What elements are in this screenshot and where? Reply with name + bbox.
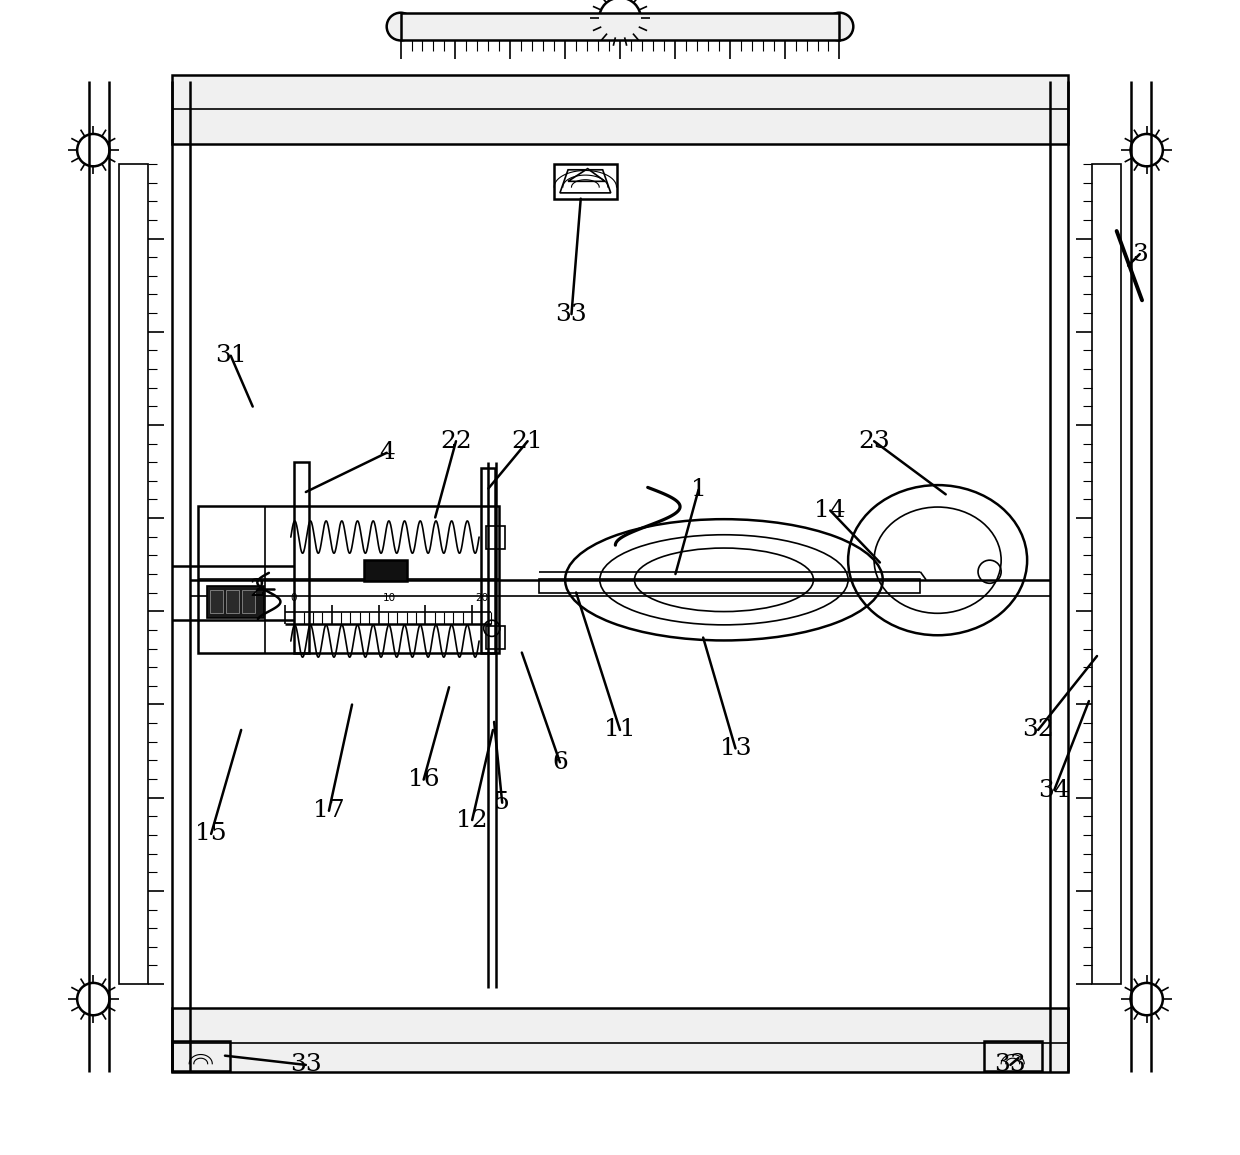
Text: 10: 10 — [382, 593, 396, 603]
Text: 16: 16 — [408, 768, 439, 791]
Text: 20: 20 — [475, 593, 489, 603]
Text: 15: 15 — [196, 822, 227, 845]
Bar — [242, 590, 255, 613]
Text: 0: 0 — [290, 593, 296, 603]
Polygon shape — [568, 169, 605, 181]
Text: 34: 34 — [1038, 778, 1070, 802]
Text: 33: 33 — [994, 1053, 1027, 1076]
Bar — [226, 590, 239, 613]
Bar — [119, 164, 148, 984]
Bar — [539, 579, 920, 593]
Bar — [172, 1041, 229, 1071]
Bar — [486, 526, 505, 549]
Polygon shape — [560, 170, 611, 193]
Text: 5: 5 — [495, 791, 510, 814]
Text: 4: 4 — [378, 441, 394, 464]
Text: 23: 23 — [858, 430, 890, 453]
Text: 2: 2 — [249, 578, 265, 601]
Text: 11: 11 — [604, 718, 636, 742]
Text: 21: 21 — [512, 430, 543, 453]
Bar — [363, 560, 408, 581]
Text: 14: 14 — [815, 499, 846, 522]
Bar — [486, 626, 505, 649]
Bar — [198, 506, 498, 653]
Text: 32: 32 — [1022, 718, 1054, 742]
Bar — [554, 164, 616, 199]
Bar — [1092, 164, 1121, 984]
Bar — [481, 468, 495, 653]
Circle shape — [826, 13, 853, 40]
Bar — [401, 13, 839, 40]
Text: 6: 6 — [552, 751, 568, 774]
Bar — [294, 462, 309, 653]
Text: 13: 13 — [719, 737, 751, 760]
Text: 33: 33 — [290, 1053, 321, 1076]
Text: 12: 12 — [456, 808, 489, 832]
Text: 1: 1 — [691, 478, 707, 501]
Text: 17: 17 — [314, 799, 345, 822]
Text: 33: 33 — [556, 303, 588, 326]
Bar — [983, 1041, 1042, 1071]
Text: 22: 22 — [440, 430, 472, 453]
Bar — [172, 1008, 1068, 1072]
Circle shape — [387, 13, 414, 40]
Text: 3: 3 — [1132, 243, 1148, 266]
Polygon shape — [179, 1048, 223, 1065]
Polygon shape — [991, 1048, 1034, 1065]
Text: 31: 31 — [215, 344, 247, 367]
Bar — [172, 75, 1068, 144]
Bar — [210, 590, 223, 613]
Bar — [207, 586, 264, 618]
